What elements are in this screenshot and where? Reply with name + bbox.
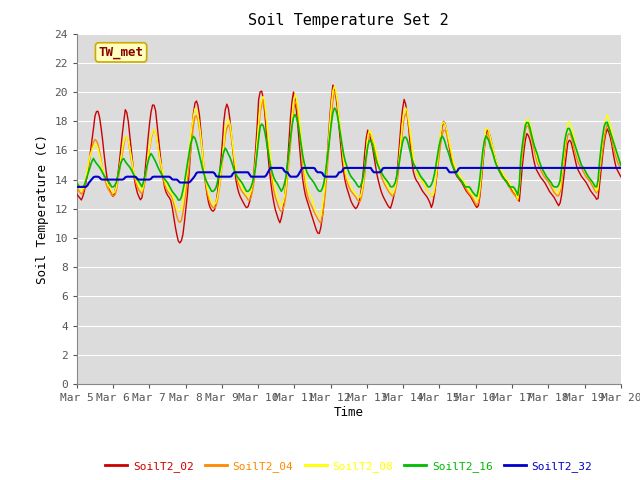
Legend: SoilT2_02, SoilT2_04, SoilT2_08, SoilT2_16, SoilT2_32: SoilT2_02, SoilT2_04, SoilT2_08, SoilT2_…	[101, 457, 596, 477]
Y-axis label: Soil Temperature (C): Soil Temperature (C)	[36, 134, 49, 284]
Title: Soil Temperature Set 2: Soil Temperature Set 2	[248, 13, 449, 28]
X-axis label: Time: Time	[334, 406, 364, 419]
Text: TW_met: TW_met	[99, 46, 143, 59]
